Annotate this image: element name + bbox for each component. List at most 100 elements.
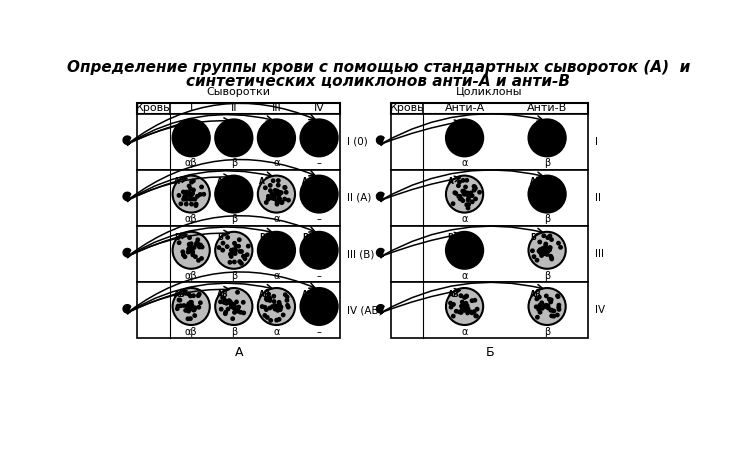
Text: β: β <box>544 158 551 169</box>
Circle shape <box>537 308 540 311</box>
Circle shape <box>197 259 200 262</box>
Text: A: A <box>302 177 308 186</box>
Circle shape <box>267 293 270 296</box>
Circle shape <box>474 197 477 201</box>
Circle shape <box>461 189 465 193</box>
Circle shape <box>549 254 553 258</box>
Circle shape <box>462 303 466 307</box>
Circle shape <box>452 314 455 318</box>
Circle shape <box>233 311 236 314</box>
Circle shape <box>187 310 191 313</box>
Circle shape <box>273 307 276 311</box>
Circle shape <box>193 197 197 201</box>
Circle shape <box>272 195 275 199</box>
Circle shape <box>275 200 279 203</box>
Text: β: β <box>544 214 551 225</box>
Circle shape <box>176 307 179 311</box>
Circle shape <box>463 305 467 309</box>
Circle shape <box>258 288 295 325</box>
Circle shape <box>535 259 539 262</box>
Circle shape <box>275 319 279 322</box>
Circle shape <box>187 247 191 251</box>
Text: αβ: αβ <box>185 327 197 337</box>
Circle shape <box>463 296 466 299</box>
Circle shape <box>278 303 282 306</box>
Circle shape <box>464 302 468 305</box>
Circle shape <box>271 179 275 182</box>
Circle shape <box>202 193 205 196</box>
Text: Кровь: Кровь <box>136 103 171 113</box>
Circle shape <box>465 178 469 182</box>
Circle shape <box>272 197 276 200</box>
Circle shape <box>538 311 542 314</box>
Circle shape <box>191 179 195 183</box>
Circle shape <box>277 193 280 196</box>
Text: αβ: αβ <box>185 214 197 225</box>
Circle shape <box>273 300 276 303</box>
Circle shape <box>199 301 202 304</box>
Circle shape <box>232 248 236 252</box>
Circle shape <box>182 198 185 201</box>
Circle shape <box>545 247 549 251</box>
Circle shape <box>269 189 272 192</box>
Circle shape <box>217 246 221 249</box>
Circle shape <box>460 308 464 312</box>
Circle shape <box>190 304 193 308</box>
Circle shape <box>265 201 268 204</box>
Circle shape <box>177 304 180 308</box>
Text: α: α <box>273 327 279 337</box>
Circle shape <box>265 308 268 312</box>
Circle shape <box>177 241 181 244</box>
Circle shape <box>199 243 202 247</box>
Circle shape <box>556 295 559 298</box>
Circle shape <box>539 248 542 251</box>
Circle shape <box>273 304 276 308</box>
Circle shape <box>463 308 466 312</box>
Text: Анти-А: Анти-А <box>444 103 485 113</box>
Circle shape <box>197 294 200 297</box>
Circle shape <box>247 244 250 248</box>
Circle shape <box>282 313 285 317</box>
Circle shape <box>194 255 197 258</box>
Circle shape <box>173 288 210 325</box>
Circle shape <box>237 310 240 313</box>
Circle shape <box>538 303 542 307</box>
Circle shape <box>192 307 196 311</box>
Circle shape <box>243 257 247 261</box>
Text: –: – <box>316 214 321 225</box>
Circle shape <box>550 238 554 241</box>
Circle shape <box>185 194 188 197</box>
Text: AB: AB <box>448 289 459 299</box>
Circle shape <box>234 249 237 252</box>
Circle shape <box>191 304 194 308</box>
Circle shape <box>545 305 548 309</box>
Circle shape <box>173 119 210 156</box>
Circle shape <box>219 307 223 311</box>
Circle shape <box>446 176 483 212</box>
Text: IV: IV <box>595 305 605 315</box>
Text: α: α <box>461 214 468 225</box>
Circle shape <box>457 310 461 314</box>
Circle shape <box>552 309 556 312</box>
Bar <box>391 282 588 338</box>
Circle shape <box>221 248 225 252</box>
Text: α: α <box>273 158 279 169</box>
Circle shape <box>542 252 546 255</box>
Circle shape <box>230 305 233 308</box>
Circle shape <box>268 306 271 310</box>
Text: AB: AB <box>217 289 228 299</box>
Circle shape <box>269 319 273 322</box>
Circle shape <box>239 261 243 265</box>
Circle shape <box>301 232 338 269</box>
Circle shape <box>190 249 194 253</box>
Circle shape <box>463 192 466 195</box>
Circle shape <box>301 176 338 212</box>
Circle shape <box>459 294 463 297</box>
Text: синтетических цоликлонов анти-А и анти-В: синтетических цоликлонов анти-А и анти-В <box>186 74 571 89</box>
Circle shape <box>225 245 229 248</box>
Circle shape <box>548 248 551 252</box>
Circle shape <box>284 293 287 296</box>
Circle shape <box>200 245 204 249</box>
Circle shape <box>233 250 236 253</box>
Circle shape <box>189 301 192 304</box>
